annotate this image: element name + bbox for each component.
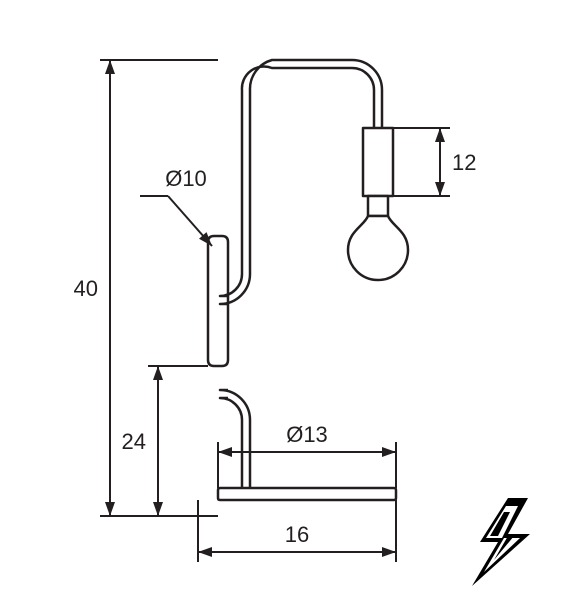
lightning-logo bbox=[472, 498, 530, 586]
technical-drawing: 40 24 12 Ø10 Ø13 16 bbox=[0, 0, 561, 600]
svg-text:40: 40 bbox=[74, 276, 98, 301]
svg-text:16: 16 bbox=[285, 522, 309, 547]
svg-text:12: 12 bbox=[452, 150, 476, 175]
svg-text:Ø10: Ø10 bbox=[165, 166, 207, 191]
diagram-stage: 40 24 12 Ø10 Ø13 16 bbox=[0, 0, 561, 600]
svg-text:Ø13: Ø13 bbox=[286, 422, 328, 447]
dimension-lines: 40 24 12 Ø10 Ø13 16 bbox=[74, 60, 477, 562]
svg-text:24: 24 bbox=[122, 429, 146, 454]
